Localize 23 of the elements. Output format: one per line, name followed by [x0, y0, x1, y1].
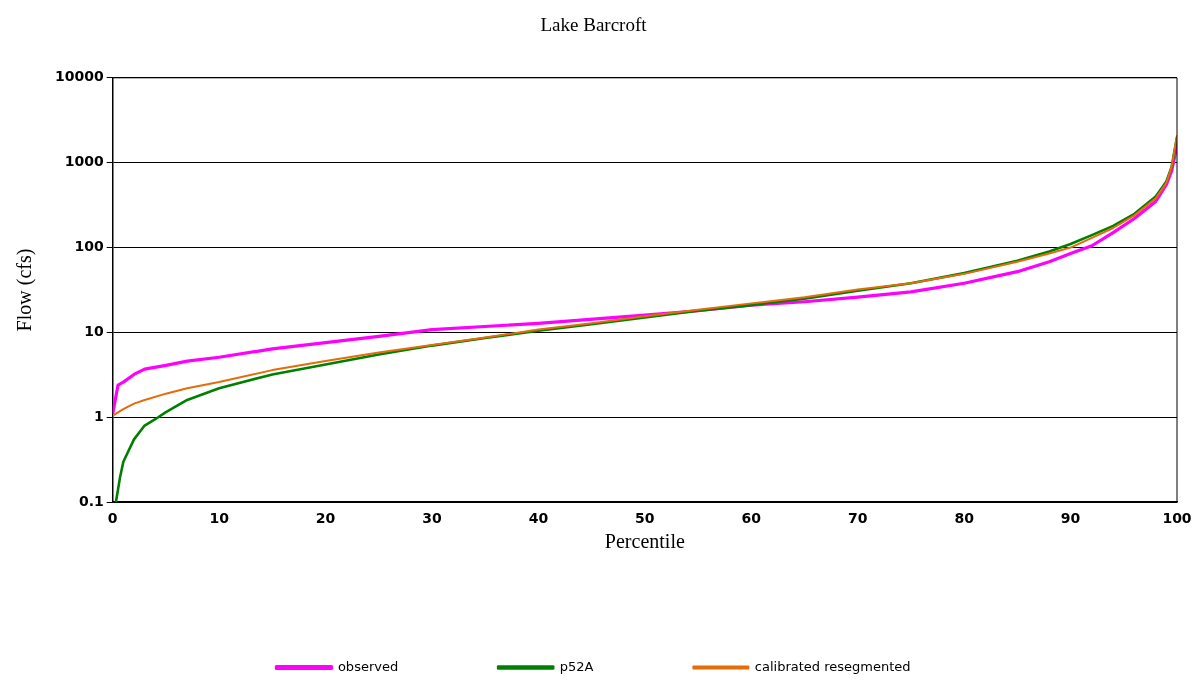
x-tick-label: 0 [107, 510, 118, 527]
y-tick-label: 10000 [54, 68, 104, 85]
x-tick-label: 20 [315, 510, 336, 527]
x-tick-label: 70 [847, 510, 868, 527]
x-tick-label: 60 [741, 510, 762, 527]
legend-label: p52A [559, 658, 594, 674]
y-tick-label: 0.1 [78, 492, 104, 509]
y-axis-title: Flow (cfs) [13, 248, 37, 332]
y-tick-label: 10 [84, 323, 104, 340]
x-axis-title: Percentile [604, 530, 685, 553]
x-tick-label: 40 [528, 510, 549, 527]
y-tick-label: 100 [74, 238, 104, 255]
x-tick-label: 90 [1060, 510, 1081, 527]
x-tick-label: 30 [422, 510, 442, 527]
x-tick-label: 50 [635, 510, 655, 527]
x-tick-label: 10 [209, 510, 230, 527]
y-tick-label: 1 [93, 407, 104, 424]
chart-title: Lake Barcroft [540, 14, 648, 36]
legend-label: calibrated resegmented [754, 658, 911, 674]
legend-label: observed [337, 658, 399, 674]
x-tick-label: 100 [1162, 510, 1192, 527]
y-tick-label: 1000 [64, 153, 104, 170]
x-tick-label: 80 [954, 510, 975, 527]
